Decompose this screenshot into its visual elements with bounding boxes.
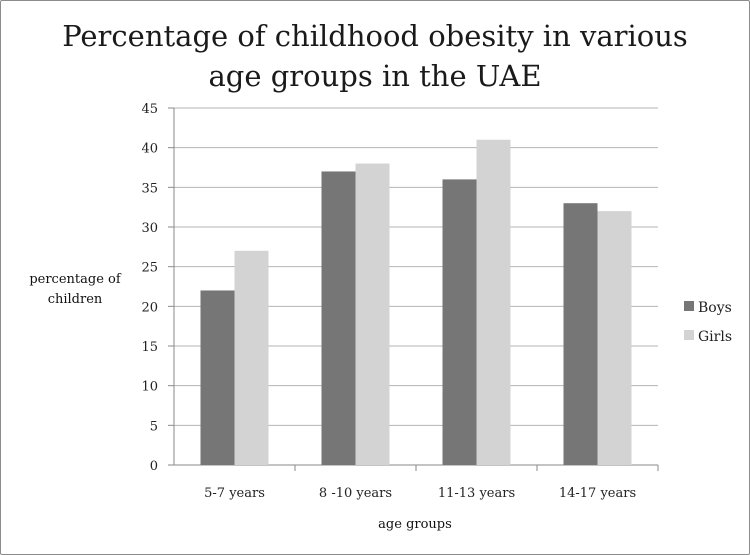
bar-girls-3: [476, 139, 511, 465]
legend-label-boys: Boys: [698, 300, 732, 316]
bar-girls-4: [597, 211, 632, 465]
y-tick-labels: 0 5 10 15 20 25 30 35 40 45: [141, 102, 158, 474]
y-tick-label: 40: [141, 142, 158, 157]
bar-boys-1: [200, 290, 235, 465]
x-tick-label: 14-17 years: [559, 486, 636, 501]
legend: Boys Girls: [684, 300, 732, 345]
y-axis-label-line-1: percentage of: [29, 272, 122, 287]
x-axis-label: age groups: [378, 517, 452, 532]
y-tick-label: 30: [141, 221, 158, 236]
x-tick-labels: 5-7 years 8 -10 years 11-13 years 14-17 yea…: [204, 465, 659, 501]
bars: [200, 139, 632, 466]
bar-boys-3: [442, 179, 477, 465]
y-tick-label: 5: [150, 419, 158, 434]
legend-swatch-girls: [684, 330, 694, 340]
x-tick-label: 5-7 years: [204, 486, 265, 501]
y-tick-label: 45: [141, 102, 158, 117]
chart-title-line-2: age groups in the UAE: [208, 59, 541, 93]
y-tick-label: 25: [141, 261, 158, 276]
legend-label-girls: Girls: [698, 329, 732, 345]
bar-boys-2: [321, 171, 356, 465]
bar-girls-2: [355, 163, 390, 466]
bar-boys-4: [563, 203, 598, 465]
y-tick-label: 10: [141, 380, 158, 395]
y-axis-label-line-2: children: [48, 292, 103, 307]
x-tick-label: 8 -10 years: [319, 486, 392, 501]
bar-girls-1: [234, 250, 269, 465]
y-tick-label: 35: [141, 181, 158, 196]
y-tick-label: 0: [150, 459, 158, 474]
x-tick-label: 11-13 years: [438, 486, 515, 501]
y-tick-label: 15: [141, 340, 158, 355]
y-tick-label: 20: [141, 300, 158, 315]
legend-swatch-boys: [684, 301, 694, 311]
chart-title-line-1: Percentage of childhood obesity in vario…: [62, 19, 688, 53]
